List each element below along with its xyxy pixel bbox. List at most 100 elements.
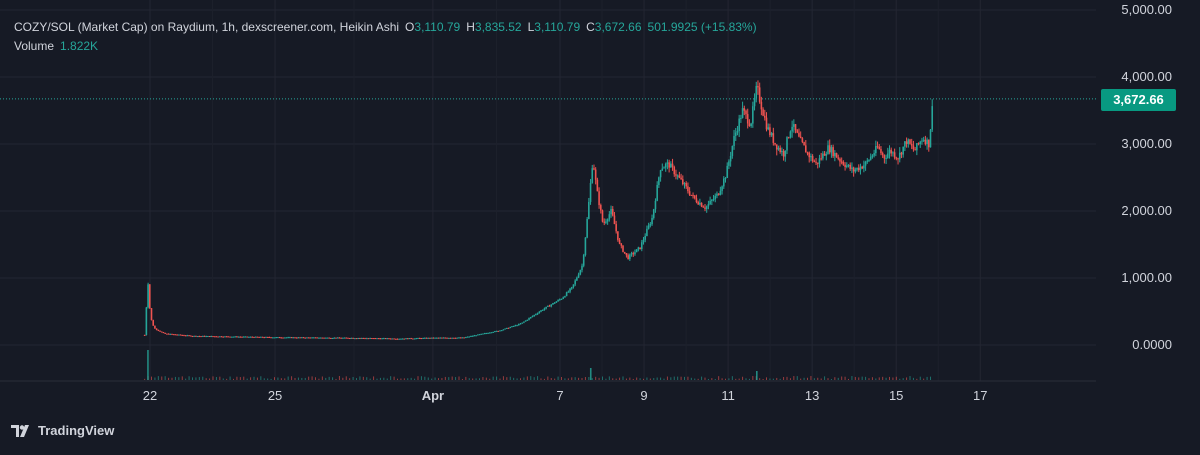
- volume-bar: [608, 376, 610, 380]
- candle-body: [377, 338, 380, 340]
- candle-body: [517, 323, 520, 326]
- candle-body: [181, 334, 184, 336]
- volume-bar: [379, 377, 381, 380]
- candle-body: [765, 117, 768, 130]
- volume-bar: [868, 378, 870, 380]
- candle-body: [442, 337, 445, 339]
- volume-bar: [492, 376, 494, 380]
- candle-body: [500, 330, 503, 332]
- candle-body: [183, 335, 185, 337]
- candles: [143, 80, 934, 340]
- candle-body: [441, 337, 443, 339]
- candle-body: [504, 328, 506, 330]
- candle-body: [799, 136, 802, 139]
- candle-body: [876, 146, 879, 148]
- candle-body: [249, 336, 252, 338]
- volume-bar: [677, 376, 679, 380]
- volume-bar: [605, 378, 607, 380]
- candle-body: [311, 337, 313, 339]
- symbol-title[interactable]: COZY/SOL (Market Cap) on Raydium, 1h, de…: [14, 20, 400, 34]
- candle-body: [159, 330, 161, 332]
- candle-body: [919, 141, 922, 145]
- volume-bar: [479, 378, 481, 380]
- x-tick-label: 7: [556, 388, 563, 403]
- volume-bar: [707, 378, 709, 380]
- volume-bar: [332, 377, 334, 380]
- volume-bar: [820, 378, 822, 380]
- candle-body: [914, 149, 916, 151]
- candle-body: [830, 147, 833, 153]
- volume-bar: [174, 376, 176, 380]
- candle-body: [774, 142, 776, 145]
- volume-bar: [441, 378, 443, 380]
- candle-body: [148, 284, 151, 309]
- candle-body: [704, 207, 706, 209]
- candle-body: [620, 243, 623, 246]
- candle-body: [270, 337, 272, 339]
- candle-body: [403, 338, 406, 340]
- y-tick-label: 5,000.00: [1121, 2, 1172, 17]
- volume-bar: [403, 378, 405, 380]
- volume-bar: [670, 377, 672, 380]
- candle-body: [832, 147, 834, 157]
- volume-bar: [701, 376, 703, 380]
- candle-body: [635, 249, 638, 253]
- candle-body: [398, 338, 401, 340]
- candle-body: [859, 166, 862, 171]
- candle-body: [314, 337, 317, 339]
- volume-label[interactable]: Volume: [14, 39, 55, 53]
- volume-bar: [513, 377, 515, 380]
- volume-bar: [919, 376, 921, 380]
- candle-body: [198, 336, 201, 338]
- candle-body: [593, 168, 595, 170]
- candle-body: [509, 327, 512, 329]
- candle-body: [432, 337, 435, 339]
- volume-bar: [543, 378, 545, 380]
- volume-bar: [260, 376, 262, 380]
- volume-bar: [759, 378, 761, 380]
- volume-bar: [185, 378, 187, 380]
- volume-bar: [523, 377, 525, 380]
- volume-bar: [321, 376, 323, 380]
- candle-body: [596, 179, 599, 192]
- candle-body: [502, 329, 505, 331]
- volume-bar: [865, 376, 867, 380]
- candle-body: [350, 337, 353, 339]
- candle-body: [239, 336, 242, 338]
- volume-bar: [144, 378, 146, 380]
- candle-body: [323, 337, 325, 339]
- candle-body: [422, 337, 424, 339]
- candle-body: [806, 152, 809, 154]
- candle-body: [519, 323, 522, 325]
- y-tick-label: 4,000.00: [1121, 69, 1172, 84]
- volume-bar: [714, 378, 716, 380]
- candle-body: [278, 337, 281, 339]
- volume-bar: [414, 378, 416, 380]
- high-key: H: [466, 20, 475, 34]
- current-price-badge: 3,672.66: [1101, 89, 1176, 111]
- volume-bar: [646, 377, 648, 380]
- volume-bar: [226, 378, 228, 380]
- volume-bar: [858, 377, 860, 380]
- candle-body: [929, 129, 932, 148]
- candle-body: [886, 153, 889, 158]
- volume-bar: [284, 378, 286, 380]
- candle-body: [924, 139, 927, 145]
- volume-bar: [188, 376, 190, 380]
- tradingview-logo[interactable]: TradingView: [11, 423, 114, 438]
- volume-bar: [735, 378, 737, 380]
- volume-bar: [195, 377, 197, 380]
- volume-bar: [588, 376, 590, 380]
- candle-body: [606, 219, 609, 222]
- candle-body: [224, 336, 226, 338]
- candle-body: [897, 158, 899, 160]
- candle-body: [348, 338, 351, 340]
- volume-bar: [612, 378, 614, 380]
- volume-bar: [574, 377, 576, 380]
- candle-body: [475, 335, 477, 337]
- volume-bar: [270, 378, 272, 380]
- volume-bar: [554, 378, 556, 380]
- candle-body: [541, 309, 544, 311]
